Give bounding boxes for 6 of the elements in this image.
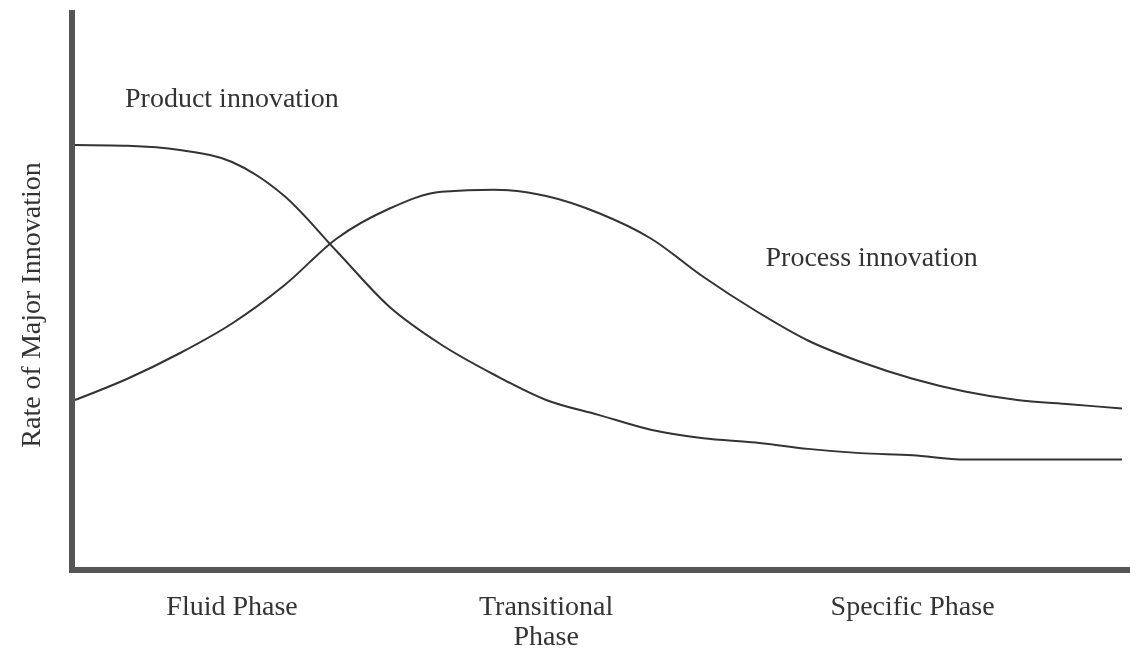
y-axis-title: Rate of Major Innovation <box>15 162 46 448</box>
series-label: Product innovation <box>125 82 339 113</box>
series-label: Process innovation <box>765 240 978 272</box>
x-tick-label: Transitional Phase <box>478 590 614 648</box>
x-tick-label: Fluid Phase <box>166 590 298 621</box>
x-tick-label: Specific Phase <box>830 590 995 621</box>
